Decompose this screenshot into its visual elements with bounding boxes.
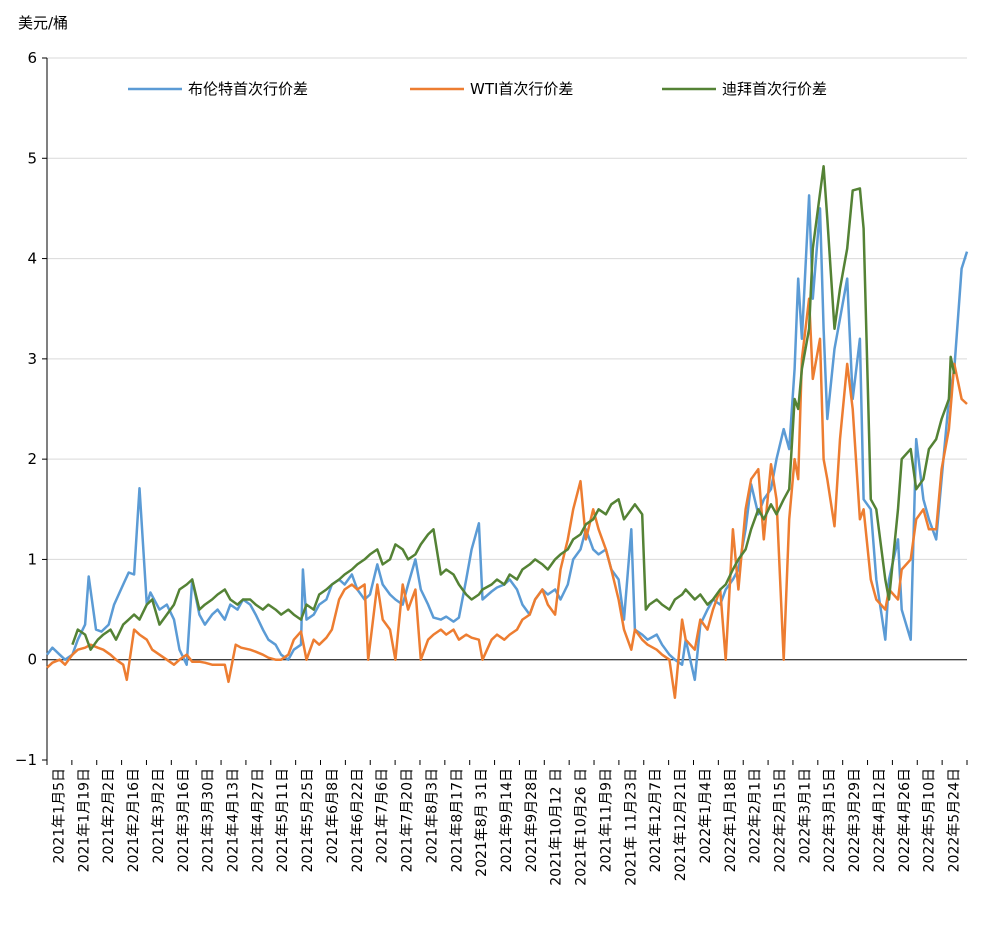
y-tick-label: 0	[27, 651, 37, 669]
x-tick-label: 2021年8月17日	[449, 768, 465, 872]
legend: 布伦特首次行价差 WTI首次行价差 迪拜首次行价差	[128, 80, 827, 98]
x-tick-label: 2021年9月28日	[524, 768, 540, 872]
x-tick-label: 2021年 11月23日	[623, 768, 639, 886]
series-lines	[46, 165, 969, 700]
x-tick-label: 2021年6月8日	[325, 768, 341, 863]
x-tick-label: 2021年7月20日	[400, 768, 416, 872]
x-tick-label: 2022年5月10日	[922, 768, 938, 872]
x-tick-label: 2021年10月12 日	[549, 768, 565, 886]
x-tick-label: 2021年3月2日	[151, 768, 167, 863]
series-line-3	[71, 165, 956, 651]
x-tick-label: 2021年4月27日	[250, 768, 266, 872]
x-tick-label: 2022年3月1日	[797, 768, 813, 863]
y-axis-unit-label: 美元/桶	[18, 14, 68, 32]
x-tick-label: 2021年3月30日	[201, 768, 217, 872]
gridlines	[47, 57, 967, 560]
x-tick-label: 2021年9月14日	[499, 768, 515, 872]
x-tick-label: 2021年6月22日	[350, 768, 366, 872]
x-tick-label: 2022年1月4日	[698, 768, 714, 863]
x-tick-label: 2021年1月19日	[76, 768, 92, 872]
y-tick-label: −1	[15, 751, 37, 769]
x-tick-label: 2021年8月 31日	[474, 768, 490, 877]
x-tick-label: 2022年3月29日	[847, 768, 863, 872]
y-tick-label: 4	[27, 250, 37, 268]
y-tick-label: 2	[27, 450, 37, 468]
y-tick-label: 5	[27, 149, 37, 167]
x-tick-label: 2022年5月24日	[947, 768, 963, 872]
legend-label: 布伦特首次行价差	[188, 80, 308, 98]
x-tick-label: 2021年11月9日	[598, 768, 614, 872]
x-tick-label: 2021年5月25日	[300, 768, 316, 872]
x-tick-label: 2021年2月16日	[126, 768, 142, 872]
x-tick-label: 2021年5月11日	[275, 768, 291, 872]
x-tick-label: 2022年2月1日	[748, 768, 764, 863]
y-tick-label: 6	[27, 49, 37, 67]
x-tick-label: 2021年2月2日	[101, 768, 117, 863]
x-tick-label: 2021年8月3日	[424, 768, 440, 863]
series-line-2	[46, 297, 968, 700]
x-tick-label: 2022年4月26日	[897, 768, 913, 872]
legend-label: 迪拜首次行价差	[722, 80, 827, 98]
x-tick-label: 2022年1月18日	[723, 768, 739, 872]
x-tick-label: 2021年4月13日	[225, 768, 241, 872]
x-tick-label: 2022年4月12日	[872, 768, 888, 872]
x-tick-label: 2021年12月21日	[673, 768, 689, 881]
x-tick-label: 2021年1月5日	[51, 768, 67, 863]
series-line-1	[46, 194, 969, 682]
x-tick-label: 2022年2月15日	[773, 768, 789, 872]
y-tick-label: 3	[27, 350, 37, 368]
x-tick-label: 2021年7月6日	[375, 768, 391, 863]
legend-label: WTI首次行价差	[470, 80, 573, 98]
x-tick-label: 2022年3月15日	[822, 768, 838, 872]
axes: −1 0 1 2 3 4 5 6 2021年1月5日 2021年1月19日 2021年2月2日 202…	[15, 49, 968, 886]
y-tick-label: 1	[27, 550, 37, 568]
x-tick-label: 2021年3月16日	[176, 768, 192, 872]
x-tick-label: 2021年10月26 日	[574, 768, 590, 886]
x-tick-label: 2021年12月7日	[648, 768, 664, 872]
